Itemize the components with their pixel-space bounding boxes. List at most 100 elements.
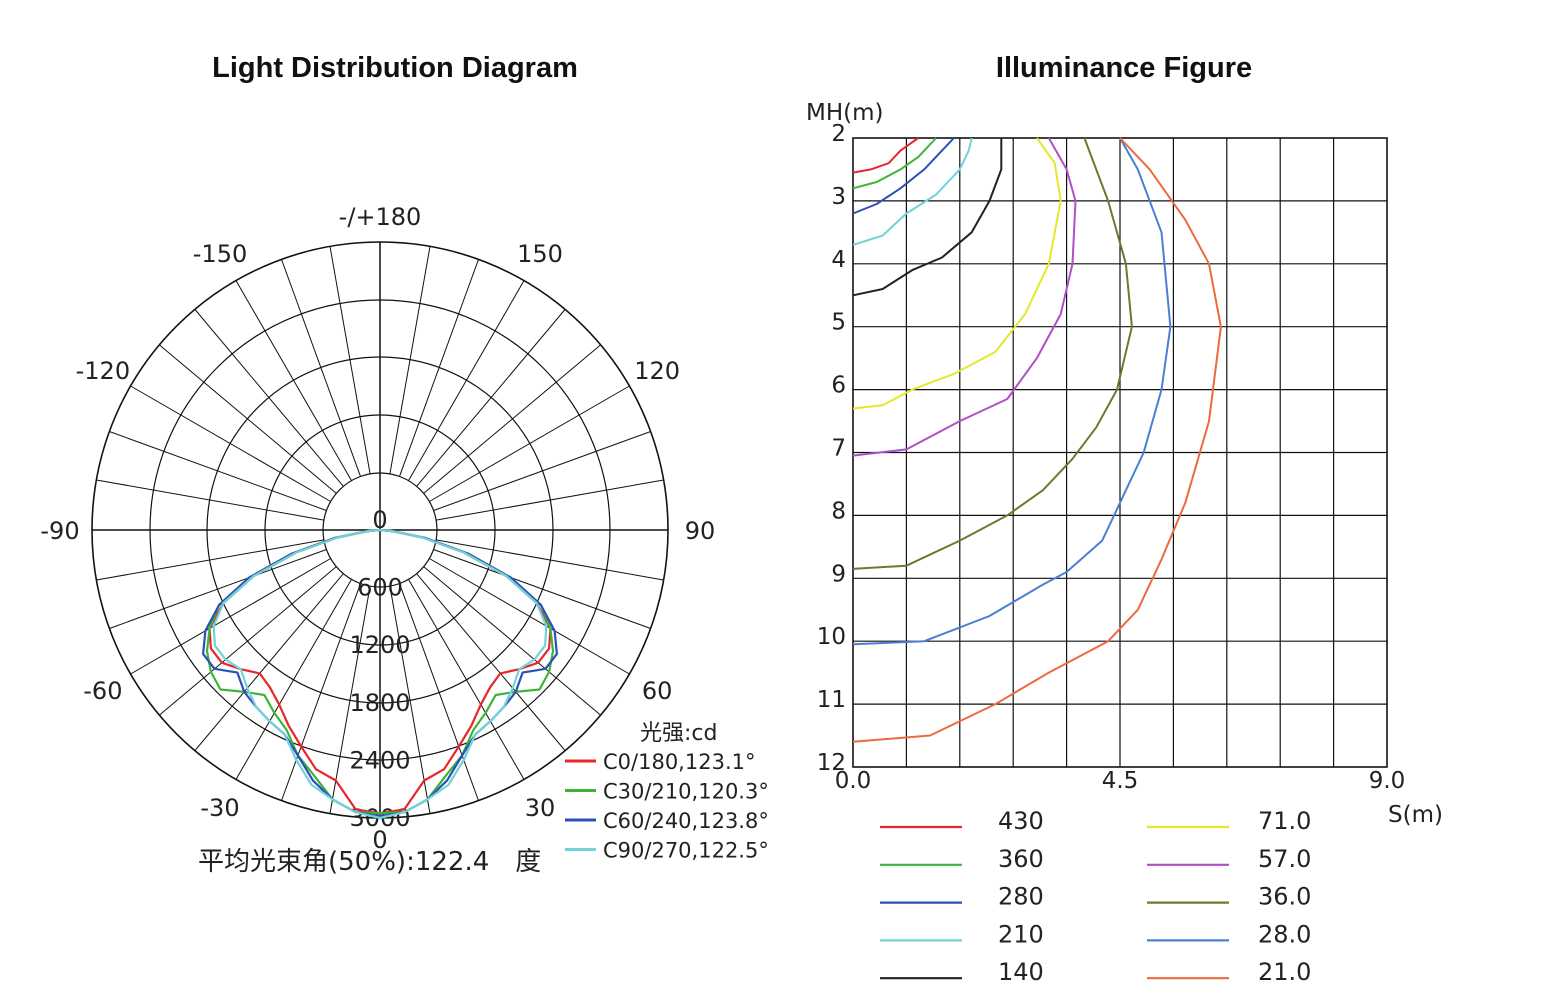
polar-spoke — [96, 539, 324, 581]
illum-series-line — [852, 138, 1003, 297]
illum-x-tick: 9.0 — [1369, 768, 1406, 794]
polar-spoke — [429, 558, 630, 675]
illum-series-line — [852, 137, 1222, 743]
polar-legend-label: C0/180,123.1° — [603, 750, 755, 774]
illum-legend-label: 280 — [998, 883, 1044, 911]
illum-y-tick: 9 — [831, 561, 846, 587]
light-distribution-diagram: Light Distribution Diagram -/+180 150 -150… — [40, 52, 768, 877]
polar-angle-label: 90 — [685, 517, 716, 545]
illum-y-tick: 12 — [817, 750, 846, 776]
polar-legend-label: C90/270,122.5° — [603, 839, 769, 863]
polar-spoke — [130, 385, 331, 502]
illum-legend-label: 28.0 — [1258, 920, 1311, 948]
polar-radial-tick: 2400 — [349, 746, 410, 774]
illum-grid — [852, 137, 1388, 768]
polar-radial-tick: 0 — [372, 506, 387, 534]
illum-series-line — [852, 137, 973, 246]
polar-spoke — [329, 246, 371, 474]
illum-x-tick: 0.0 — [835, 768, 872, 794]
polar-spoke — [329, 586, 371, 814]
polar-angle-labels: -/+180 150 -150 120 -120 90 -90 60 -60 30 -30 0 — [40, 203, 715, 854]
illum-series-line — [852, 137, 1077, 457]
illum-y-tick: 3 — [831, 184, 846, 210]
polar-spoke — [423, 566, 601, 716]
polar-unit-label: 光强:cd — [640, 721, 717, 746]
polar-angle-label: -/+180 — [339, 203, 422, 231]
polar-spoke — [389, 586, 431, 814]
illum-series-line — [852, 137, 937, 190]
polar-angle-label: -90 — [40, 517, 79, 545]
illum-legend-label: 21.0 — [1258, 958, 1311, 986]
polar-spoke — [399, 259, 479, 477]
illum-legend-label: 57.0 — [1258, 845, 1311, 873]
illum-series — [852, 137, 1222, 743]
polar-series-line — [212, 528, 548, 820]
polar-legend: 光强:cd C0/180,123.1° C30/210,120.3° C60/240… — [565, 721, 769, 863]
polar-spoke — [235, 280, 352, 481]
polar-spoke — [408, 579, 525, 780]
polar-spoke — [408, 280, 525, 481]
polar-spoke — [436, 479, 664, 521]
polar-radial-tick: 1200 — [349, 631, 410, 659]
illum-y-tick: 7 — [831, 436, 846, 462]
polar-spoke — [416, 309, 566, 487]
polar-series-line — [202, 528, 558, 818]
polar-angle-label: 30 — [525, 794, 556, 822]
illum-chart-title: Illuminance Figure — [996, 52, 1252, 84]
polar-grid — [91, 241, 669, 819]
polar-chart-title: Light Distribution Diagram — [212, 52, 578, 84]
polar-radial-tick: 600 — [357, 574, 403, 602]
polar-spoke — [429, 385, 630, 502]
polar-angle-label: -120 — [76, 357, 130, 385]
illum-legend-label: 140 — [998, 958, 1044, 986]
illum-series-line — [852, 137, 1062, 410]
illum-series-line — [852, 137, 1172, 646]
illuminance-figure: Illuminance Figure MH(m) S(m) 2 3 4 5 6 7 8 9 10… — [806, 52, 1443, 986]
illum-y-tick: 5 — [831, 310, 846, 336]
illum-x-tick: 4.5 — [1102, 768, 1139, 794]
polar-angle-label: -60 — [83, 677, 122, 705]
polar-angle-label: 120 — [634, 357, 680, 385]
polar-radial-tick: 1800 — [349, 689, 410, 717]
polar-legend-label: C30/210,120.3° — [603, 780, 769, 804]
polar-spoke — [281, 259, 361, 477]
polar-footer: 平均光束角(50%):122.4 度 — [198, 847, 541, 877]
illum-series-line — [852, 137, 919, 174]
polar-spoke — [109, 431, 327, 511]
polar-spoke — [194, 573, 344, 751]
illum-y-tick: 10 — [817, 624, 846, 650]
polar-spoke — [109, 549, 327, 629]
illum-xlabel: S(m) — [1388, 802, 1443, 828]
illum-y-tick: 2 — [831, 121, 846, 147]
polar-spoke — [389, 246, 431, 474]
polar-spoke — [159, 566, 337, 716]
polar-spoke — [433, 549, 651, 629]
illum-legend-label: 360 — [998, 845, 1044, 873]
polar-spoke — [433, 431, 651, 511]
polar-legend-label: C60/240,123.8° — [603, 809, 769, 833]
polar-angle-label: -150 — [193, 240, 247, 268]
illum-y-tick: 11 — [817, 687, 846, 713]
polar-spoke — [194, 309, 344, 487]
polar-spoke — [281, 583, 361, 801]
illum-y-tick: 4 — [831, 247, 846, 273]
polar-spoke — [436, 539, 664, 581]
illum-series-line — [852, 137, 1133, 570]
illum-legend: 430 360 280 210 140 71.0 57.0 36.0 28.0 21.0 — [880, 807, 1311, 986]
polar-series-line — [205, 528, 555, 815]
polar-spoke — [96, 479, 324, 521]
illum-ticks: 2 3 4 5 6 7 8 9 10 11 120.0 4.5 9.0 — [817, 121, 1406, 794]
polar-series — [202, 528, 558, 820]
polar-spoke — [159, 344, 337, 494]
illum-legend-label: 36.0 — [1258, 883, 1311, 911]
illum-legend-label: 71.0 — [1258, 807, 1311, 835]
polar-spoke — [235, 579, 352, 780]
polar-spoke — [130, 558, 331, 675]
polar-spoke — [416, 573, 566, 751]
polar-angle-label: 150 — [517, 240, 563, 268]
illum-legend-label: 430 — [998, 807, 1044, 835]
polar-angle-label: -30 — [200, 794, 239, 822]
illum-y-tick: 8 — [831, 498, 846, 524]
